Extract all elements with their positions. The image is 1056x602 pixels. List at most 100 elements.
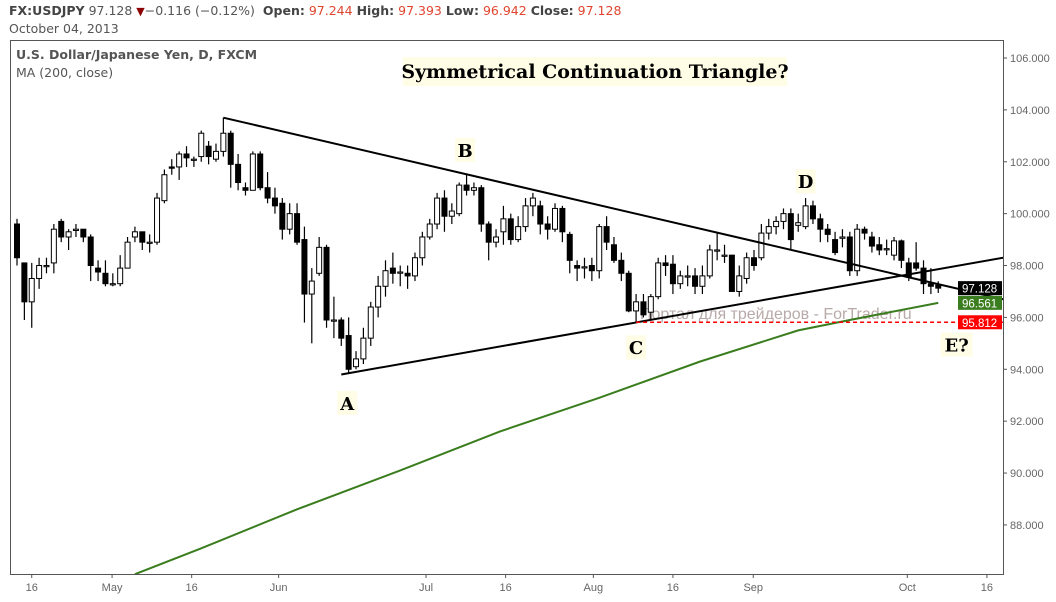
close-value: 97.128 — [577, 3, 622, 18]
candle — [176, 151, 183, 180]
point-label-background — [337, 391, 358, 416]
candle-body — [264, 187, 271, 199]
triangle-lower-line — [341, 256, 1003, 376]
x-tick-label: Jul — [419, 582, 433, 594]
candle — [154, 192, 161, 245]
candle — [21, 262, 28, 320]
candle — [463, 174, 470, 196]
candle-body — [161, 174, 168, 202]
candle-body — [802, 205, 809, 228]
candle — [345, 317, 352, 374]
down-triangle-icon: ▼ — [136, 5, 145, 18]
candle-body — [507, 218, 514, 241]
candle — [146, 234, 153, 253]
candle — [279, 198, 286, 240]
candle-body — [728, 254, 735, 292]
candle-body — [596, 226, 603, 272]
candle — [684, 265, 691, 287]
candle — [43, 257, 50, 274]
candle — [868, 231, 875, 253]
candle — [367, 301, 374, 346]
candle — [588, 257, 595, 282]
candle — [434, 192, 441, 230]
point-label: E? — [945, 336, 969, 357]
point-label-background — [940, 332, 973, 357]
candle-body — [43, 265, 50, 268]
x-tick-label: 16 — [667, 582, 679, 594]
candle — [72, 224, 79, 237]
candle — [271, 187, 278, 214]
candle — [846, 231, 853, 276]
candle — [751, 249, 757, 271]
candle — [249, 151, 256, 191]
candle — [124, 236, 131, 269]
candle-body — [765, 226, 772, 234]
candle — [353, 351, 360, 370]
triangle-upper-line — [223, 116, 1003, 301]
high-label: High: — [356, 3, 395, 18]
point-label-background — [795, 169, 816, 194]
candle-body — [375, 285, 382, 308]
candle-body — [692, 275, 699, 287]
candle-body — [493, 236, 500, 243]
y-tick-label: 94.000 — [1010, 364, 1044, 376]
candle — [640, 294, 647, 318]
candle-body — [758, 232, 765, 259]
y-tick-label: 102.000 — [1010, 157, 1050, 169]
candle-body — [28, 277, 35, 303]
symbol: FX:USDJPY — [9, 3, 85, 18]
candle-body — [294, 213, 301, 243]
candle-body — [500, 218, 507, 233]
candle-body — [824, 228, 831, 235]
candle-body — [397, 271, 404, 274]
candle-body — [927, 283, 934, 287]
legend-series: U.S. Dollar/Japanese Yen, D, FXCM — [16, 47, 257, 62]
candle — [168, 159, 175, 175]
candle-body — [198, 132, 205, 158]
candle — [14, 218, 20, 266]
candle — [308, 268, 315, 344]
candle-body — [662, 262, 669, 267]
candle — [566, 231, 573, 274]
candle-body — [891, 240, 898, 256]
ma-200-line — [134, 301, 939, 574]
candle-body — [227, 132, 234, 165]
candle — [898, 239, 905, 269]
candle — [375, 275, 382, 318]
candle-body — [286, 213, 293, 230]
candle-body — [205, 145, 212, 158]
candle — [397, 265, 404, 287]
candle-body — [257, 153, 264, 189]
candle — [404, 265, 411, 289]
candle — [817, 213, 824, 243]
candle-body — [721, 254, 728, 257]
candle-body — [404, 272, 411, 277]
candle-body — [14, 223, 20, 259]
candle — [95, 260, 102, 282]
open-value: 97.244 — [308, 3, 353, 18]
y-tick-label: 92.000 — [1010, 416, 1044, 428]
candle-body — [876, 244, 883, 251]
point-label-background — [455, 138, 476, 163]
candle — [743, 252, 750, 284]
candle — [227, 130, 234, 188]
candle-body — [625, 272, 632, 312]
candle — [485, 221, 492, 261]
candle-body — [338, 319, 345, 339]
x-tick-label: Jun — [270, 582, 288, 594]
candle-body — [80, 228, 87, 238]
last-price-tag-text: 97.128 — [962, 284, 997, 296]
candle-body — [249, 153, 256, 191]
point-label: C — [629, 338, 643, 359]
candle — [301, 226, 308, 323]
candle-body — [817, 218, 824, 230]
candle — [876, 236, 883, 256]
candle-body — [190, 158, 197, 161]
candle — [765, 218, 772, 240]
candle — [522, 198, 529, 232]
candle — [183, 146, 190, 167]
candle — [131, 226, 138, 243]
support-price-tag-text: 95.812 — [962, 318, 997, 330]
candle-body — [699, 275, 706, 287]
